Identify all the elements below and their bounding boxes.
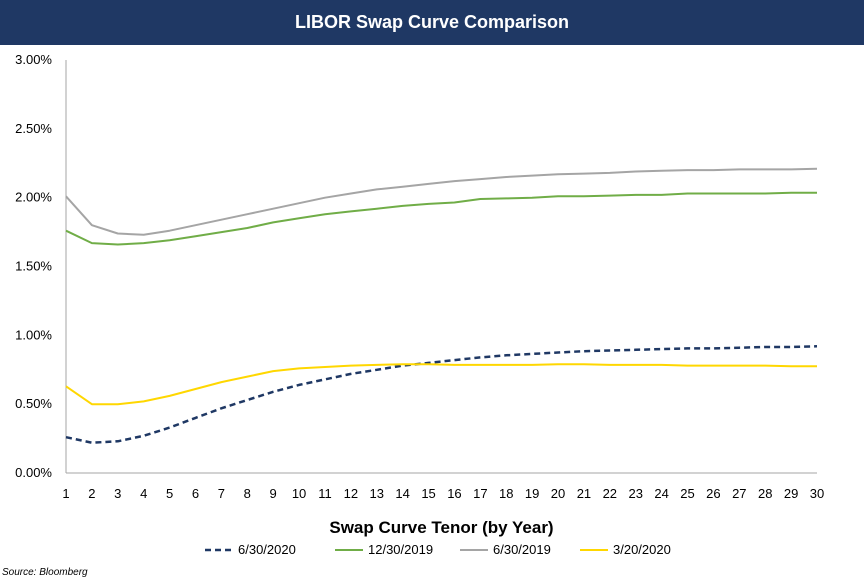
x-tick-label: 7 [218, 486, 225, 501]
y-tick-label: 2.50% [15, 121, 52, 136]
x-tick-label: 26 [706, 486, 720, 501]
source-note: Source: Bloomberg [2, 567, 88, 578]
x-tick-label: 30 [810, 486, 824, 501]
x-tick-label: 25 [680, 486, 694, 501]
x-tick-label: 27 [732, 486, 746, 501]
y-tick-label: 1.00% [15, 327, 52, 342]
x-tick-label: 13 [370, 486, 384, 501]
x-tick-label: 10 [292, 486, 306, 501]
x-tick-label: 19 [525, 486, 539, 501]
x-tick-label: 16 [447, 486, 461, 501]
x-tick-label: 11 [318, 486, 332, 501]
x-tick-label: 4 [140, 486, 147, 501]
x-tick-label: 21 [577, 486, 591, 501]
chart-title: LIBOR Swap Curve Comparison [294, 12, 570, 32]
x-tick-label: 29 [784, 486, 798, 501]
x-axis-title: Swap Curve Tenor (by Year) [329, 518, 553, 537]
x-tick-label: 6 [192, 486, 199, 501]
series-line-3-20-2020 [65, 363, 817, 406]
chart-title-bar: LIBOR Swap Curve Comparison [0, 0, 864, 45]
x-tick-label: 3 [114, 486, 121, 501]
line-chart: 0.00%0.50%1.00%1.50%2.00%2.50%3.00%1 2 3 4 5… [15, 52, 824, 557]
legend-label: 6/30/2020 [238, 542, 296, 557]
x-tick-label: 1 [62, 486, 69, 501]
series-line-12-30-2019 [65, 191, 817, 246]
y-tick-label: 0.50% [15, 396, 52, 411]
x-tick-label: 23 [628, 486, 642, 501]
x-tick-label: 15 [421, 486, 435, 501]
series-line-6-30-2019 [65, 167, 818, 236]
x-tick-label: 8 [244, 486, 251, 501]
x-tick-label: 2 [88, 486, 95, 501]
x-tick-label: 5 [166, 486, 173, 501]
x-tick-label: 24 [654, 486, 668, 501]
legend-label: 3/20/2020 [613, 542, 671, 557]
x-tick-label: 14 [395, 486, 409, 501]
x-tick-label: 22 [603, 486, 617, 501]
y-tick-label: 1.50% [15, 259, 52, 274]
x-tick-label: 20 [551, 486, 565, 501]
x-tick-label: 18 [499, 486, 513, 501]
x-tick-label: 28 [758, 486, 772, 501]
legend-label: 6/30/2019 [493, 542, 551, 557]
x-tick-label: 12 [344, 486, 358, 501]
y-tick-label: 2.00% [15, 190, 52, 205]
x-tick-label: 17 [473, 486, 487, 501]
x-tick-label: 9 [270, 486, 277, 501]
y-tick-label: 3.00% [15, 52, 52, 67]
legend-label: 12/30/2019 [368, 542, 433, 557]
y-tick-label: 0.00% [15, 465, 52, 480]
